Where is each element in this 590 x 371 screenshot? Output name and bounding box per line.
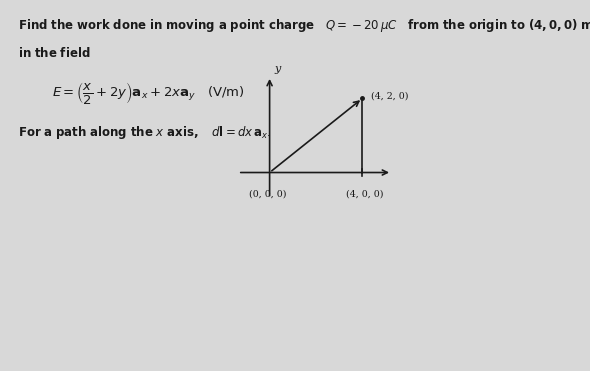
Text: $\mathbf{in\ the\ field}$: $\mathbf{in\ the\ field}$ <box>18 46 91 60</box>
Text: (4, 0, 0): (4, 0, 0) <box>346 189 384 198</box>
Text: $\mathbf{For\ a\ path\ along\ the}\ x\ \mathbf{axis,}\quad d\mathbf{l}=dx\,\math: $\mathbf{For\ a\ path\ along\ the}\ x\ \… <box>18 124 271 141</box>
Text: (0, 0, 0): (0, 0, 0) <box>248 189 286 198</box>
Text: y: y <box>274 64 280 73</box>
Text: $\mathbf{Find\ the\ work\ done\ in\ moving\ a\ point\ charge}$$\quad Q=-20\,\mu : $\mathbf{Find\ the\ work\ done\ in\ movi… <box>18 17 590 34</box>
Text: $E=\left(\dfrac{x}{2}+2y\right)\mathbf{a}_{x}+2x\mathbf{a}_{y}\quad(\mathrm{V/m}: $E=\left(\dfrac{x}{2}+2y\right)\mathbf{a… <box>52 80 245 106</box>
Text: (4, 2, 0): (4, 2, 0) <box>371 92 408 101</box>
